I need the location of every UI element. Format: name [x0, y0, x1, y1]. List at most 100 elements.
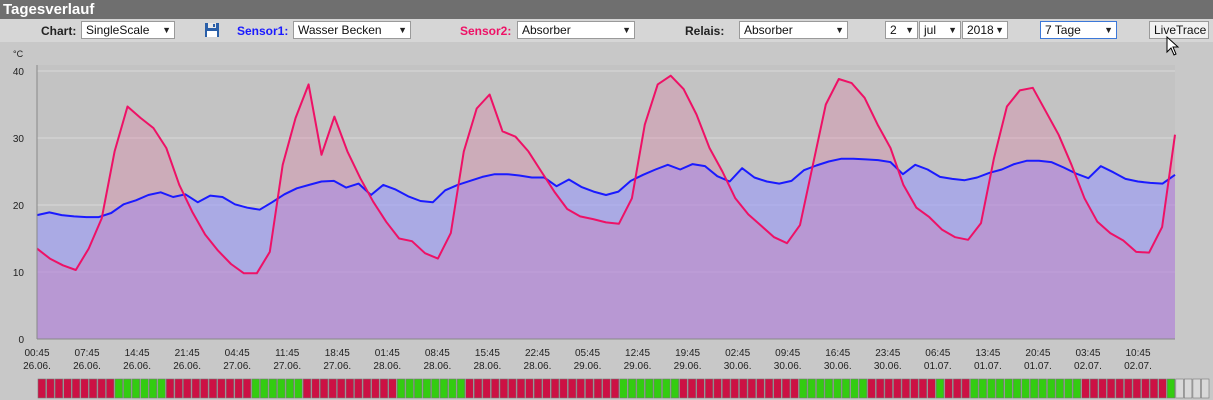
relais-cell	[63, 378, 72, 399]
x-tick-date: 01.07.	[1024, 361, 1052, 372]
relais-cell	[1132, 378, 1141, 399]
relais-cell	[1158, 378, 1167, 399]
relais-select[interactable]: Absorber ▼	[739, 21, 848, 39]
x-tick-date: 28.06.	[474, 361, 502, 372]
relais-cell	[627, 378, 637, 399]
relais-cell	[1081, 378, 1090, 399]
relais-cell	[790, 378, 799, 399]
relais-cell	[645, 378, 654, 399]
mouse-cursor-icon	[1166, 36, 1180, 56]
day-select[interactable]: 2 ▼	[885, 21, 918, 39]
x-tick-date: 30.06.	[824, 361, 852, 372]
x-tick-time: 07:45	[75, 348, 100, 359]
relais-cell	[396, 378, 406, 399]
relais-cell	[1012, 378, 1022, 399]
relais-cell	[328, 378, 337, 399]
relais-cell	[123, 378, 132, 399]
x-tick-date: 02.07.	[1124, 361, 1152, 372]
relais-cell	[37, 378, 46, 399]
relais-cell	[533, 378, 543, 399]
x-tick-time: 04:45	[225, 348, 250, 359]
relais-cell	[106, 378, 115, 399]
relais-cell	[114, 378, 123, 399]
livetrace-button[interactable]: LiveTrace	[1149, 21, 1209, 39]
relais-cell	[200, 378, 209, 399]
chevron-down-icon: ▼	[905, 25, 914, 35]
series-area-2	[37, 75, 1175, 339]
x-tick-time: 13:45	[975, 348, 1000, 359]
relais-cell	[379, 378, 389, 399]
relais-cell	[243, 378, 252, 399]
chevron-down-icon: ▼	[162, 25, 171, 35]
x-tick-date: 28.06.	[423, 361, 451, 372]
x-tick-date: 27.06.	[323, 361, 351, 372]
relais-cell	[217, 378, 226, 399]
day-select-value: 2	[890, 23, 897, 37]
relais-cell	[414, 378, 423, 399]
relais-cell	[1064, 378, 1073, 399]
x-tick-date: 01.07.	[924, 361, 952, 372]
relais-cell	[525, 378, 534, 399]
relais-cell	[704, 378, 714, 399]
year-select[interactable]: 2018 ▼	[962, 21, 1008, 39]
relais-cell	[1047, 378, 1056, 399]
x-tick-date: 26.06.	[123, 361, 151, 372]
relais-cell	[1141, 378, 1150, 399]
relais-cell	[1184, 378, 1193, 399]
relais-cell	[662, 378, 671, 399]
x-tick-time: 23:45	[875, 348, 900, 359]
relais-cell	[679, 378, 688, 399]
relais-cell	[97, 378, 106, 399]
relais-cell	[867, 378, 876, 399]
relais-cell	[337, 378, 346, 399]
relais-cell	[696, 378, 705, 399]
relais-cell	[593, 378, 602, 399]
relais-cell	[319, 378, 329, 399]
relais-label: Relais:	[685, 24, 725, 38]
relais-cell	[910, 378, 919, 399]
relais-cell	[54, 378, 63, 399]
chevron-down-icon: ▼	[1104, 25, 1113, 35]
relais-cell	[1072, 378, 1081, 399]
x-tick-time: 01:45	[375, 348, 400, 359]
relais-cell	[1115, 378, 1124, 399]
relais-cell	[893, 378, 902, 399]
relais-cell	[884, 378, 893, 399]
sensor1-select[interactable]: Wasser Becken ▼	[293, 21, 411, 39]
relais-cell	[362, 378, 372, 399]
relais-cell	[1149, 378, 1158, 399]
x-tick-time: 19:45	[675, 348, 700, 359]
range-select[interactable]: 7 Tage ▼	[1040, 21, 1117, 39]
toolbar: Chart: SingleScale ▼ Sensor1: Wasser Beck…	[0, 19, 1213, 42]
x-tick-time: 11:45	[275, 348, 300, 359]
x-tick-date: 29.06.	[624, 361, 652, 372]
relais-cell	[1021, 378, 1030, 399]
series-line-2	[36, 74, 1176, 275]
y-tick-label: 20	[13, 201, 25, 212]
relais-cell	[354, 378, 363, 399]
relais-cell	[1089, 378, 1099, 399]
y-tick-label: 30	[13, 134, 25, 145]
relais-cell	[610, 378, 620, 399]
save-icon[interactable]	[204, 22, 220, 38]
x-tick-time: 16:45	[825, 348, 850, 359]
sensor2-select[interactable]: Absorber ▼	[517, 21, 635, 39]
chart-select[interactable]: SingleScale ▼	[81, 21, 175, 39]
relais-cell	[473, 378, 483, 399]
relais-cell	[858, 378, 868, 399]
relais-cell	[508, 378, 517, 399]
temperature-chart: 0 10 20 30 40 °C 00:45 26.06. 07:45 26.06. 14:45 26…	[13, 49, 1210, 399]
relais-cell	[131, 378, 141, 399]
relais-cell	[876, 378, 885, 399]
relais-cell	[670, 378, 679, 399]
range-select-value: 7 Tage	[1045, 23, 1081, 37]
month-select[interactable]: jul ▼	[919, 21, 961, 39]
relais-cell	[431, 378, 440, 399]
x-tick-time: 20:45	[1025, 348, 1050, 359]
relais-cell	[713, 378, 722, 399]
relais-cell	[1004, 378, 1013, 399]
relais-cell	[687, 378, 697, 399]
relais-cell	[927, 378, 936, 399]
relais-cell	[405, 378, 414, 399]
relais-cell	[970, 378, 979, 399]
